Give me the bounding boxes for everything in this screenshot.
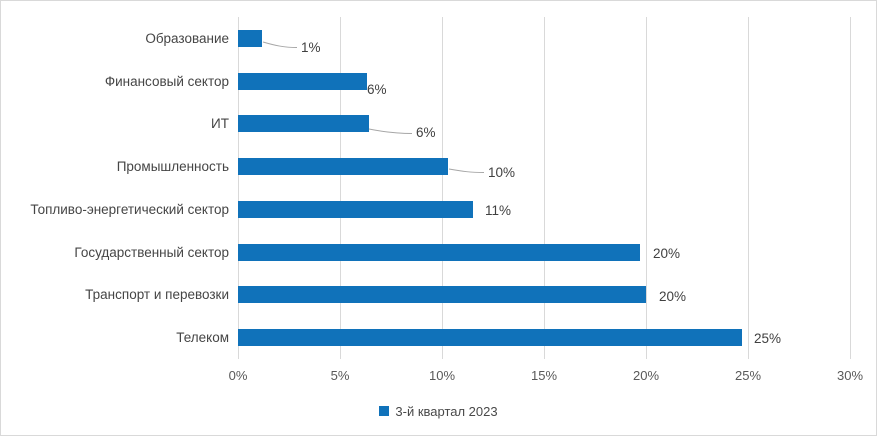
bar [238,243,640,261]
x-tick-label: 10% [428,368,456,383]
category-label: Транспорт и перевозки [85,287,229,303]
data-label: 20% [659,288,687,304]
data-label: 1% [301,39,321,55]
category-label: Топливо-энергетический сектор [30,201,229,217]
x-tick-label: 15% [530,368,558,383]
category-label: Промышленность [116,159,229,175]
x-tick-label: 5% [330,368,350,383]
category-label: ИТ [211,116,229,132]
category-label: Финансовый сектор [104,73,229,89]
x-tick-label: 0% [228,368,248,383]
leader-line [448,168,485,173]
x-tick-label: 25% [734,368,762,383]
bar [238,115,369,133]
gridline [850,17,851,359]
category-label: Образование [145,30,229,46]
x-tick-label: 20% [632,368,660,383]
gridline [442,17,443,359]
bar [238,29,263,47]
legend-label: 3-й квартал 2023 [395,403,498,419]
data-label: 10% [488,164,516,180]
gridline [646,17,647,359]
gridline [238,17,239,359]
bar [238,158,449,176]
data-label: 20% [653,245,681,261]
legend: 3-й квартал 2023 [1,400,876,422]
legend-marker-icon [379,406,390,416]
data-label: 6% [416,124,436,140]
leader-line [368,128,413,134]
leader-line [262,41,298,48]
gridline [340,17,341,359]
x-tick-label: 30% [836,368,864,383]
bar [238,286,646,304]
bar [238,200,473,218]
bar [238,329,742,347]
bar [238,72,367,90]
category-label: Государственный сектор [74,244,229,260]
gridline [748,17,749,359]
category-label: Телеком [176,330,229,346]
data-label: 11% [485,202,512,218]
data-label: 6% [367,81,387,97]
data-label: 25% [754,330,782,346]
gridline [544,17,545,359]
